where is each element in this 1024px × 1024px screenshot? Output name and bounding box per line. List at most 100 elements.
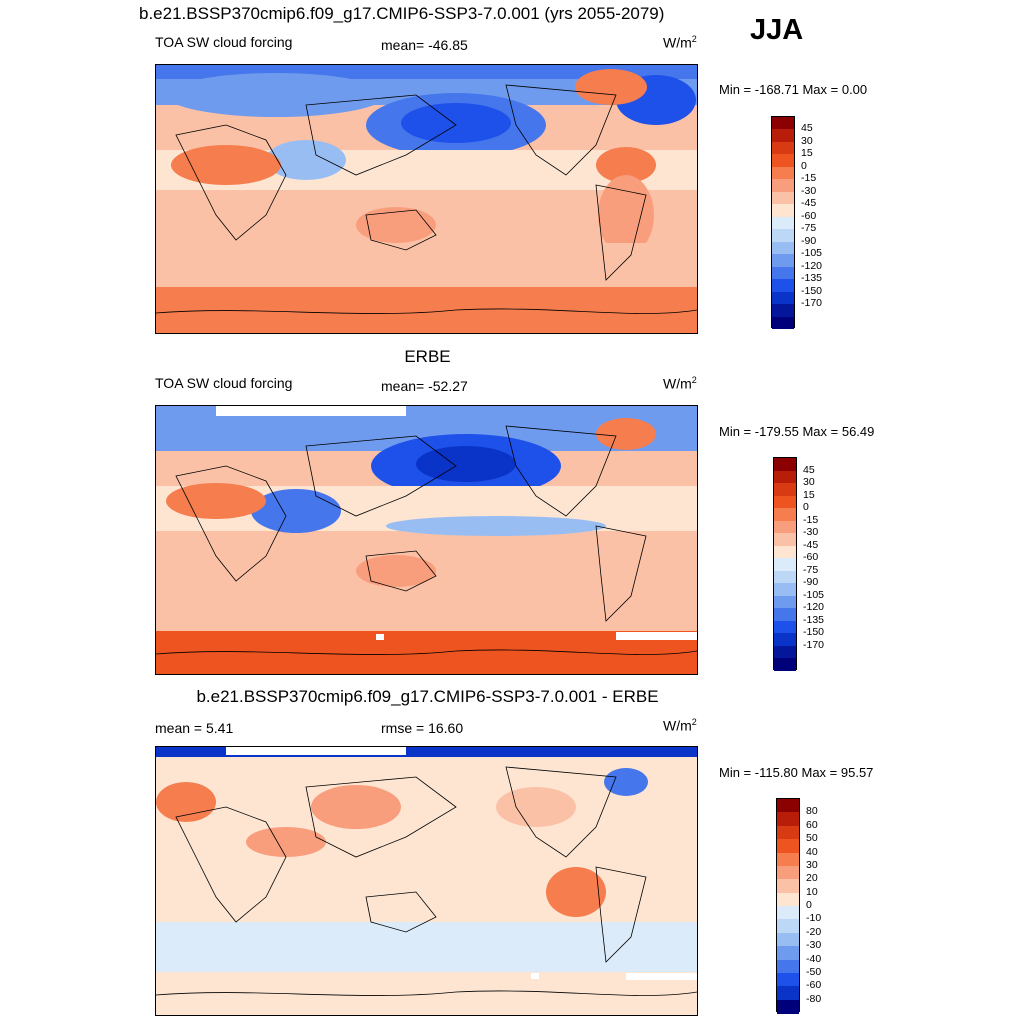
p3-arctic-strip xyxy=(156,747,697,757)
p3-antarctica-outline xyxy=(156,990,697,996)
panel3-colorbar-label: -50 xyxy=(806,965,822,978)
p2-namerica-outline xyxy=(505,425,617,517)
p3-missing-s2 xyxy=(626,973,697,980)
panel3-units: W/m2 xyxy=(663,717,697,734)
p1-australia xyxy=(356,207,436,243)
panel3-colorbar-label: -80 xyxy=(806,992,822,1005)
panel1-colorbar-segment xyxy=(772,291,794,305)
p2-antarctica-outline xyxy=(156,649,697,655)
panel1-colorbar-label: 45 xyxy=(801,122,813,135)
p1-eurasia-cloud xyxy=(166,73,386,117)
panel3-colorbar-segment xyxy=(777,919,799,934)
panel2-colorbar-label: -75 xyxy=(803,563,819,576)
p1-africa-outline xyxy=(175,124,287,241)
season-label: JJA xyxy=(750,14,804,46)
panel3-colorbar-label: 40 xyxy=(806,845,818,858)
panel1-colorbar-label: -75 xyxy=(801,222,817,235)
panel1-colorbar-segment xyxy=(772,179,794,193)
panel2-colorbar-label: -60 xyxy=(803,551,819,564)
p2-npacific-core xyxy=(416,446,516,482)
panel2-colorbar-label: 15 xyxy=(803,488,815,501)
panel3-colorbar-label: -40 xyxy=(806,952,822,965)
panel1-colorbar-label: -135 xyxy=(801,272,823,285)
panel2-colorbar-segment xyxy=(774,608,796,622)
p2-australia xyxy=(356,555,436,587)
p3-asia-outline xyxy=(305,776,457,858)
panel1-colorbar-label: -30 xyxy=(801,184,817,197)
panel2-colorbar-label: -105 xyxy=(803,588,825,601)
panel2-colorbar-label: 45 xyxy=(803,463,815,476)
p3-australia-outline xyxy=(365,891,437,933)
panel1-colorbar-label: 0 xyxy=(801,159,807,172)
panel2-colorbar-segment xyxy=(774,508,796,522)
panel3-colorbar-label: 30 xyxy=(806,858,818,871)
p3-namerica-warm xyxy=(496,787,576,827)
p3-africa-outline xyxy=(175,806,287,923)
panel1-colorbar-segment xyxy=(772,241,794,255)
panel3-colorbar-label: -30 xyxy=(806,939,822,952)
p2-india-monsoon xyxy=(251,489,341,533)
panel2-units: W/m2 xyxy=(663,375,697,392)
panel3-rmse-label: rmse = 16.60 xyxy=(381,720,464,736)
panel2-colorbar-segment xyxy=(774,545,796,559)
p3-asia-warm xyxy=(311,785,401,829)
p3-missing-s1 xyxy=(531,973,539,979)
panel2-colorbar-segment xyxy=(774,645,796,659)
panel2-colorbar-segment xyxy=(774,533,796,547)
panel3-colorbar-label: 80 xyxy=(806,805,818,818)
panel3-colorbar-box xyxy=(776,798,800,1014)
p3-antarctic xyxy=(156,972,697,1015)
panel1-colorbar-segment xyxy=(772,316,794,330)
panel1-colorbar-label: -60 xyxy=(801,209,817,222)
panel1-units: W/m2 xyxy=(663,34,697,51)
panel3-map xyxy=(155,746,698,1016)
panel3-colorbar-segment xyxy=(777,825,799,840)
panel2-colorbar-segment xyxy=(774,458,796,472)
panel3-colorbar-segment xyxy=(777,879,799,894)
panel2-colorbar-segment xyxy=(774,483,796,497)
p2-samerica-outline xyxy=(595,525,647,622)
p2-asia-outline xyxy=(305,435,457,517)
panel3-title: b.e21.BSSP370cmip6.f09_g17.CMIP6-SSP3-7.… xyxy=(196,687,659,706)
panel2-colorbar-label: -45 xyxy=(803,538,819,551)
p1-india-monsoon xyxy=(266,140,346,180)
panel3-colorbar-label: 10 xyxy=(806,885,818,898)
panel1-colorbar-label: -170 xyxy=(801,297,823,310)
panel1-colorbar-label: 15 xyxy=(801,147,813,160)
panel1-colorbar-segment xyxy=(772,141,794,155)
p1-greenland xyxy=(575,69,647,105)
p1-asia-outline xyxy=(305,94,457,176)
panel2-map xyxy=(155,405,698,675)
panel3-colorbar-segment xyxy=(777,892,799,907)
panel2-colorbar-segment xyxy=(774,633,796,647)
panel1-colorbar-segment xyxy=(772,204,794,218)
panel2-colorbar-label: -30 xyxy=(803,526,819,539)
panel1-colorbar-segment xyxy=(772,304,794,318)
panel3-colorbar-label: -60 xyxy=(806,979,822,992)
p1-antarctic xyxy=(156,287,697,333)
panel2-colorbar-label: 0 xyxy=(803,501,809,514)
panel1-colorbar-segment xyxy=(772,216,794,230)
panel2-colorbar-label: -170 xyxy=(803,638,825,651)
p2-australia-outline xyxy=(365,550,437,592)
panel3-colorbar-segment xyxy=(777,999,799,1014)
p3-samerica-warm xyxy=(546,867,606,917)
panel2-map-svg xyxy=(156,406,697,674)
panel1-colorbar-label: -90 xyxy=(801,234,817,247)
p2-sahara xyxy=(166,483,266,519)
panel1-map-svg xyxy=(156,65,697,333)
p1-sahara xyxy=(171,145,281,185)
panel1-colorbar-label: 30 xyxy=(801,134,813,147)
p3-southern-cool xyxy=(156,922,697,972)
panel3-colorbar-label: 60 xyxy=(806,818,818,831)
panel3-colorbar-segment xyxy=(777,839,799,853)
panel2-minmax: Min = -179.55 Max = 56.49 xyxy=(719,424,875,439)
panel1-colorbar-label: -120 xyxy=(801,259,823,272)
panel1-map xyxy=(155,64,698,334)
panel3-colorbar-segment xyxy=(777,932,799,947)
panel2-colorbar-label: 30 xyxy=(803,476,815,489)
p2-itcz xyxy=(386,516,606,536)
panel3-mean-label: mean = 5.41 xyxy=(155,720,234,736)
panel1-colorbar-segment xyxy=(772,191,794,205)
panel1-colorbar-segment xyxy=(772,229,794,243)
